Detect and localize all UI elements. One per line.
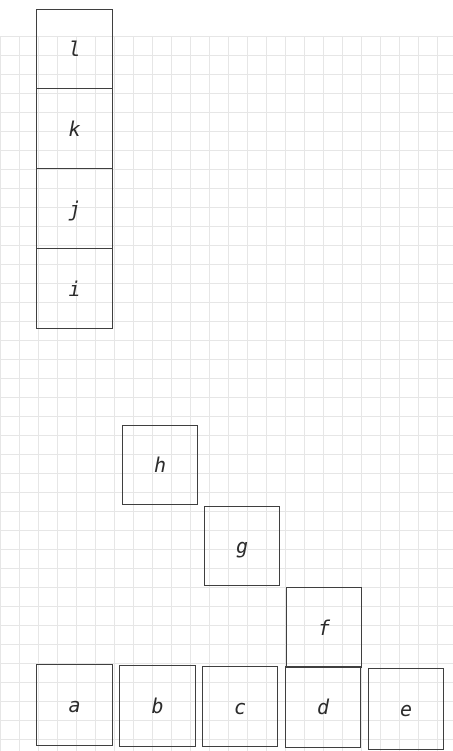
- box-f[interactable]: f: [286, 587, 362, 668]
- box-k[interactable]: k: [36, 88, 113, 169]
- top-margin: [0, 0, 453, 36]
- box-e[interactable]: e: [368, 668, 444, 750]
- box-h-label: h: [153, 453, 167, 477]
- box-e-label: e: [399, 697, 413, 721]
- box-c[interactable]: c: [202, 666, 278, 747]
- box-d-label: d: [316, 695, 330, 719]
- box-i[interactable]: i: [36, 248, 113, 329]
- box-g-label: g: [235, 534, 249, 558]
- box-c-label: c: [233, 694, 247, 719]
- box-l[interactable]: l: [36, 9, 113, 89]
- box-b[interactable]: b: [119, 665, 196, 747]
- box-l-label: l: [68, 37, 81, 61]
- box-j-label: j: [68, 196, 81, 221]
- box-g[interactable]: g: [204, 506, 280, 586]
- box-h[interactable]: h: [122, 425, 198, 505]
- box-b-label: b: [151, 694, 164, 718]
- box-i-label: i: [68, 276, 81, 301]
- box-d[interactable]: d: [285, 666, 361, 748]
- box-f-label: f: [317, 615, 331, 640]
- box-a-label: a: [68, 693, 81, 717]
- box-a[interactable]: a: [36, 664, 113, 746]
- box-k-label: k: [68, 116, 81, 141]
- box-j[interactable]: j: [36, 168, 113, 249]
